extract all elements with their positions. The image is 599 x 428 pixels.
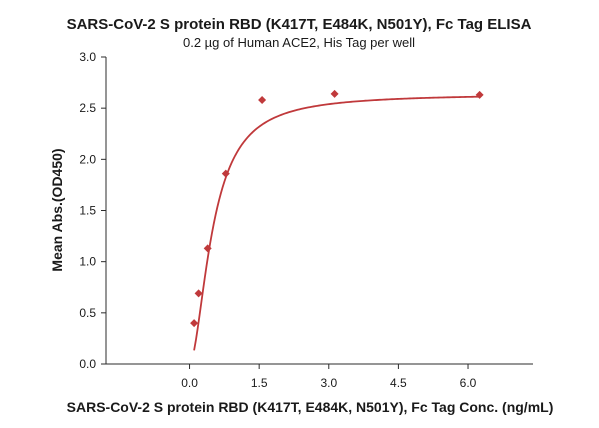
y-tick-label: 2.0 <box>79 152 96 166</box>
y-tick-label: 3.0 <box>79 50 96 64</box>
y-tick-label: 0.5 <box>79 306 96 320</box>
data-point <box>475 90 484 99</box>
y-axis-label: Mean Abs.(OD450) <box>49 148 65 271</box>
y-tick-label: 2.5 <box>79 101 96 115</box>
x-tick-label: 3.0 <box>320 376 337 390</box>
x-tick-label: 6.0 <box>460 376 477 390</box>
data-point <box>221 169 230 178</box>
x-ticks: 0.0 1.5 3.0 4.5 6.0 <box>181 364 477 390</box>
y-ticks: 0.0 0.5 1.0 1.5 2.0 2.5 3.0 <box>79 50 106 371</box>
data-point <box>330 89 339 98</box>
fit-curve <box>193 95 480 351</box>
x-tick-label: 0.0 <box>181 376 198 390</box>
chart-subtitle: 0.2 µg of Human ACE2, His Tag per well <box>183 35 415 50</box>
x-axis-label: SARS-CoV-2 S protein RBD (K417T, E484K, … <box>67 399 554 415</box>
data-points <box>190 89 484 328</box>
x-tick-label: 1.5 <box>251 376 268 390</box>
y-tick-label: 0.0 <box>79 357 96 371</box>
data-point <box>194 289 203 298</box>
chart-title: SARS-CoV-2 S protein RBD (K417T, E484K, … <box>67 16 532 33</box>
y-tick-label: 1.0 <box>79 255 96 269</box>
x-tick-label: 4.5 <box>390 376 407 390</box>
y-tick-label: 1.5 <box>79 204 96 218</box>
data-point <box>203 244 212 253</box>
data-point <box>190 319 199 328</box>
data-point <box>258 95 267 104</box>
axes <box>105 57 533 365</box>
